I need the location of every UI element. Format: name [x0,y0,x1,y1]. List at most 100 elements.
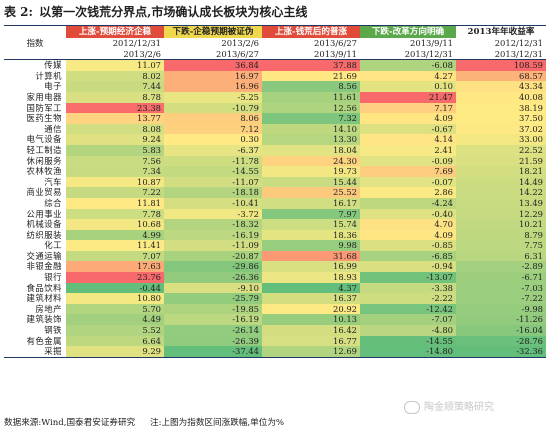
return-cell: 16.96 [164,81,262,92]
table-row: 钢铁 5.52 -26.14 16.42 -4.80 -16.04 [4,325,546,336]
return-cell: 37.02 [456,123,546,135]
index-name-cell: 纺织服装 [4,229,66,241]
table-row: 采掘 9.29 -37.44 12.69 -14.80 -32.36 [4,346,546,358]
unit-note: 注:上图为指数区间涨跌幅,单位为% [149,418,285,428]
return-cell: 8.06 [164,113,262,124]
return-cell: 4.09 [360,113,456,124]
end-date-4: 2013/12/31 [360,48,456,61]
return-cell: 36.84 [164,59,262,71]
index-name-cell: 综合 [4,197,66,209]
return-cell: 12.69 [262,346,360,358]
return-cell: -9.98 [456,303,546,315]
table-row: 电子 7.44 16.96 8.56 0.10 43.34 [4,81,546,92]
return-cell: -0.40 [360,208,456,220]
end-date-row: 2013/2/6 2013/6/27 2013/9/11 2013/12/31 … [4,48,546,61]
return-cell: 6.64 [66,335,164,347]
start-date-1: 2012/12/31 [66,38,164,49]
wechat-logo-icon [404,400,420,414]
return-cell: -29.86 [164,261,262,273]
index-name-cell: 有色金属 [4,335,66,347]
return-cell: -0.94 [360,261,456,273]
return-cell: 8.78 [66,91,164,103]
return-cell: 2.86 [360,187,456,198]
index-name-cell: 交通运输 [4,250,66,262]
return-cell: -28.76 [456,335,546,347]
return-cell: 7.97 [262,208,360,220]
return-cell: 10.80 [66,293,164,304]
table-row: 轻工制造 5.83 -6.37 18.04 2.41 22.52 [4,144,546,156]
return-cell: 7.22 [66,187,164,198]
table-row: 医药生物 13.77 8.06 7.32 4.09 37.50 [4,113,546,124]
return-cell: -6.71 [456,272,546,283]
index-name-cell: 钢铁 [4,325,66,336]
return-cell: 21.69 [262,70,360,82]
return-cell: 7.12 [164,123,262,135]
return-cell: 12.29 [456,208,546,220]
return-cell: -20.87 [164,250,262,262]
return-cell: 18.36 [262,229,360,241]
table-row: 交通运输 7.07 -20.87 31.68 -6.85 6.31 [4,250,546,262]
return-cell: 22.52 [456,144,546,156]
return-cell: -0.67 [360,123,456,135]
return-cell: -12.42 [360,303,456,315]
return-cell: -26.39 [164,335,262,347]
return-cell: 10.87 [66,176,164,188]
index-label: 指数 [4,38,66,49]
table-row: 传媒 11.07 36.84 37.88 -6.08 108.59 [4,59,546,71]
return-cell: -14.55 [164,166,262,177]
return-cell: 9.29 [66,346,164,358]
return-cell: 5.52 [66,325,164,336]
return-cell: 15.74 [262,219,360,230]
return-cell: 8.08 [66,123,164,135]
return-cell: -11.78 [164,155,262,167]
corner-cell [4,25,66,38]
index-name-cell: 食品饮料 [4,282,66,294]
period-label-5: 2013年年收益率 [456,25,546,38]
table-row: 化工 11.41 -11.09 9.98 -0.85 7.75 [4,240,546,251]
return-cell: -7.03 [456,282,546,294]
index-name-cell: 非银金融 [4,261,66,273]
return-cell: -32.36 [456,346,546,358]
table-row: 房地产 5.70 -19.85 20.92 -12.42 -9.98 [4,303,546,315]
return-cell: 7.56 [66,155,164,167]
table-row: 商业贸易 7.22 -18.18 25.52 2.86 14.22 [4,187,546,198]
return-cell: 4.27 [360,70,456,82]
start-date-4: 2013/9/11 [360,38,456,49]
return-cell: -0.09 [360,155,456,167]
return-cell: 10.13 [262,314,360,326]
return-cell: 4.70 [360,219,456,230]
return-cell: -0.07 [360,176,456,188]
return-cell: 2.41 [360,144,456,156]
return-cell: -2.89 [456,261,546,273]
return-cell: 7.07 [66,250,164,262]
return-cell: 4.09 [360,229,456,241]
return-cell: -14.55 [360,335,456,347]
end-date-2: 2013/6/27 [164,48,262,61]
return-cell: 10.68 [66,219,164,230]
return-cell: 23.38 [66,102,164,114]
return-cell: -14.80 [360,346,456,358]
return-cell: 18.21 [456,166,546,177]
return-cell: -16.19 [164,229,262,241]
return-cell: 108.59 [456,59,546,71]
index-name-cell: 计算机 [4,70,66,82]
return-cell: 7.78 [66,208,164,220]
index-name-cell: 家用电器 [4,91,66,103]
index-name-cell: 传媒 [4,59,66,71]
return-cell: -18.18 [164,187,262,198]
blank-cell [4,48,66,61]
index-name-cell: 房地产 [4,303,66,315]
period-label-2: 下跌-企稳预期被证伪 [164,25,262,38]
return-cell: 13.49 [456,197,546,209]
index-name-cell: 建筑装饰 [4,314,66,326]
returns-table: 上涨-预期经济企稳 下跌-企稳预期被证伪 上涨-钱荒后的普涨 下跌-改革方向明确… [4,25,546,358]
return-cell: -16.19 [164,314,262,326]
return-cell: 10.21 [456,219,546,230]
return-cell: -9.10 [164,282,262,294]
index-name-cell: 医药生物 [4,113,66,124]
return-cell: 7.69 [360,166,456,177]
return-cell: 37.88 [262,59,360,71]
return-cell: -6.37 [164,144,262,156]
table-row: 国防军工 23.38 -10.79 12.56 7.17 38.19 [4,102,546,114]
table-number: 表 2: [4,5,33,19]
